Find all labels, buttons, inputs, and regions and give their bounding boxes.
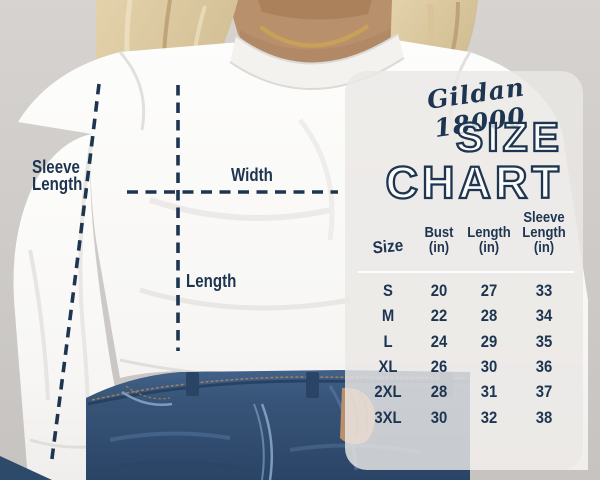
table-row: XL 26 30 36 bbox=[345, 355, 583, 380]
table-row: 2XL 28 31 37 bbox=[345, 380, 583, 405]
cell-length: 27 bbox=[480, 282, 498, 301]
sleeve-length-line bbox=[49, 83, 101, 467]
cell-length: 32 bbox=[480, 408, 498, 427]
cell-sleeve: 33 bbox=[535, 282, 553, 301]
cell-sleeve: 38 bbox=[535, 408, 553, 427]
size-chart-panel: Gildan 18000 SIZE CHART Size Bust (in) L… bbox=[345, 71, 583, 470]
cell-sleeve: 36 bbox=[535, 358, 553, 377]
sleeve-length-label: Sleeve Length bbox=[32, 157, 83, 194]
cell-bust: 28 bbox=[430, 383, 448, 402]
cell-bust: 30 bbox=[430, 408, 448, 427]
model-neck bbox=[228, 0, 400, 72]
column-header-sleeve-length: Sleeve Length (in) bbox=[522, 210, 566, 256]
cell-bust: 26 bbox=[430, 358, 448, 377]
cell-bust: 24 bbox=[430, 332, 448, 351]
size-chart-title: SIZE CHART bbox=[384, 114, 563, 208]
cell-size: L bbox=[383, 332, 393, 351]
cell-sleeve: 34 bbox=[535, 307, 553, 326]
cell-bust: 20 bbox=[430, 282, 448, 301]
title-word-chart: CHART bbox=[384, 157, 563, 208]
cell-sleeve: 35 bbox=[535, 332, 553, 351]
header-separator bbox=[358, 271, 574, 273]
cell-length: 29 bbox=[480, 332, 498, 351]
column-header-length: Length (in) bbox=[467, 225, 511, 256]
column-header-size: Size bbox=[371, 235, 404, 258]
table-row: L 24 29 35 bbox=[345, 330, 583, 355]
column-header-bust: Bust (in) bbox=[424, 225, 454, 256]
cell-length: 31 bbox=[480, 383, 498, 402]
necklace-icon bbox=[259, 23, 371, 48]
measurement-lines bbox=[49, 83, 338, 467]
table-row: 3XL 30 32 38 bbox=[345, 405, 583, 430]
size-table-header: Size Bust (in) Length (in) Sleeve Length… bbox=[345, 210, 583, 258]
cell-size: 3XL bbox=[374, 408, 402, 427]
cell-length: 28 bbox=[480, 307, 498, 326]
width-label: Width bbox=[231, 165, 273, 185]
title-word-size: SIZE bbox=[455, 114, 563, 160]
table-row: M 22 28 34 bbox=[345, 304, 583, 329]
cell-bust: 22 bbox=[430, 307, 448, 326]
table-row: S 20 27 33 bbox=[345, 279, 583, 304]
cell-length: 30 bbox=[480, 358, 498, 377]
cell-sleeve: 37 bbox=[535, 383, 553, 402]
length-label: Length bbox=[186, 271, 237, 291]
size-table-body: S 20 27 33 M 22 28 34 L 24 29 35 XL 26 3… bbox=[345, 279, 583, 431]
cell-size: XL bbox=[378, 358, 398, 377]
cell-size: M bbox=[381, 307, 395, 326]
cell-size: 2XL bbox=[374, 383, 402, 402]
cell-size: S bbox=[383, 282, 393, 301]
